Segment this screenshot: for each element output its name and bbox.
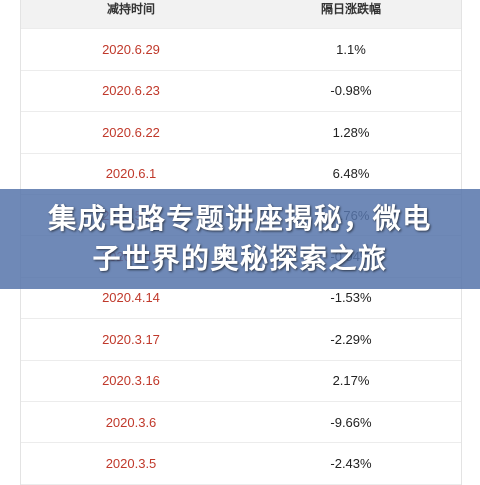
- header-cell: 隔日涨跌幅: [320, 1, 381, 16]
- table-row: 2020.3.16 2.17%: [21, 361, 461, 402]
- date-cell: 2020.6.29: [102, 42, 160, 58]
- change-cell: -9.66%: [330, 414, 372, 430]
- header-cell: 减持时间: [106, 1, 155, 16]
- table-row: 2020.4.14 -1.53%: [21, 278, 461, 320]
- table-row: 2020.6.23 -0.98%: [21, 71, 461, 113]
- date-cell: 2020.6.23: [102, 83, 160, 99]
- change-cell: 2.17%: [332, 373, 370, 389]
- table-row: 2020.3.5 -2.43%: [21, 443, 461, 485]
- change-cell: -2.43%: [330, 455, 372, 471]
- date-cell: 2020.3.5: [105, 455, 157, 471]
- change-cell: 1.28%: [332, 124, 370, 140]
- header-row: 减持时间 隔日涨跌幅: [21, 0, 461, 30]
- date-cell: 2020.3.6: [105, 414, 157, 430]
- table-row: 2020.3.6 -9.66%: [21, 402, 461, 444]
- date-cell: 2020.6.22: [102, 124, 160, 140]
- table-row: 2020.6.22 1.28%: [21, 112, 461, 154]
- date-cell: 2020.4.14: [102, 290, 160, 306]
- banner: 集成电路专题讲座揭秘，微电子世界的奥秘探索之旅: [0, 189, 480, 289]
- change-cell: -0.98%: [330, 83, 372, 99]
- change-cell: 1.1%: [336, 42, 366, 58]
- change-cell: 6.48%: [332, 166, 370, 182]
- date-cell: 2020.6.1: [105, 166, 157, 182]
- date-cell: 2020.3.16: [102, 373, 160, 389]
- change-cell: -2.29%: [330, 331, 372, 347]
- table-row: 2020.6.29 1.1%: [21, 29, 461, 71]
- table-row: 2020.3.17 -2.29%: [21, 319, 461, 361]
- date-cell: 2020.3.17: [102, 331, 160, 347]
- banner-title: 集成电路专题讲座揭秘，微电子世界的奥秘探索之旅: [48, 202, 432, 275]
- change-cell: -1.53%: [330, 290, 372, 306]
